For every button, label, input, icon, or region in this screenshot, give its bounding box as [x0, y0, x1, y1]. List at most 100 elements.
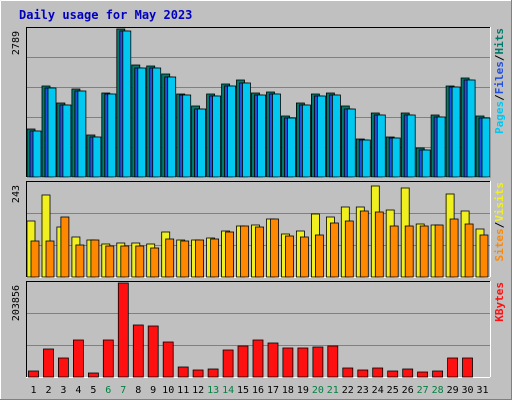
day-label: 18	[282, 385, 294, 396]
bar-kbytes-day-27	[417, 371, 429, 378]
bar-pages-day-15	[242, 82, 251, 178]
day-label: 17	[267, 385, 279, 396]
day-label: 1	[30, 385, 36, 396]
day-label: 19	[297, 385, 309, 396]
bar-kbytes-day-14	[222, 349, 234, 378]
bar-sites-day-22	[344, 220, 354, 278]
bar-sites-day-28	[434, 224, 444, 278]
bar-sites-day-3	[60, 216, 70, 278]
bar-sites-day-29	[449, 218, 459, 278]
bar-sites-day-18	[285, 235, 294, 278]
day-label: 27	[417, 385, 429, 396]
panel-max-label: 2789	[11, 31, 22, 55]
legend-entry: Sites	[493, 228, 506, 261]
bar-sites-day-20	[314, 234, 324, 278]
legend-entry: Visits	[493, 182, 506, 222]
day-label: 30	[461, 385, 473, 396]
day-label: 29	[447, 385, 459, 396]
bar-sites-day-5	[90, 239, 100, 278]
bar-pages-day-19	[301, 104, 311, 178]
bar-sites-day-15	[240, 225, 249, 278]
bar-kbytes-day-4	[73, 339, 84, 378]
bar-sites-day-26	[404, 225, 414, 278]
bar-sites-day-13	[210, 238, 220, 278]
bar-pages-day-22	[346, 108, 356, 178]
day-label: 5	[90, 385, 96, 396]
day-label: 26	[402, 385, 414, 396]
bar-pages-day-27	[421, 149, 431, 178]
day-label: 15	[237, 385, 249, 396]
bar-kbytes-day-11	[177, 366, 189, 378]
bar-pages-day-23	[361, 139, 371, 178]
bar-pages-day-17	[272, 93, 281, 178]
panel-bottom: 203856 KBytes	[11, 281, 506, 378]
bar-kbytes-day-13	[207, 368, 219, 378]
bar-kbytes-day-8	[132, 324, 144, 378]
bar-kbytes-day-28	[432, 370, 444, 378]
legend-entry: /	[493, 54, 506, 61]
bar-kbytes-day-7	[117, 282, 129, 378]
bar-sites-day-7	[120, 245, 130, 278]
bar-kbytes-day-18	[282, 347, 294, 378]
day-label: 23	[357, 385, 369, 396]
bar-pages-day-4	[77, 90, 87, 178]
bar-sites-day-21	[329, 222, 339, 278]
day-label: 2	[45, 385, 51, 396]
day-label: 28	[432, 385, 444, 396]
legend-entry: KBytes	[493, 282, 506, 322]
bar-kbytes-day-15	[237, 345, 249, 378]
panel-max-label: 243	[11, 185, 22, 203]
bar-pages-day-7	[122, 30, 132, 178]
bar-pages-day-13	[212, 95, 222, 178]
day-label: 12	[192, 385, 204, 396]
day-axis: 1 2 3 4 5 6 7 8 9 10 11 12 13 14 15 16 17 18 19 20 21 22 23 24 2…	[30, 385, 488, 396]
bar-sites-day-8	[135, 245, 145, 278]
bar-pages-day-21	[331, 94, 341, 178]
legend-entry: Files	[493, 61, 506, 94]
bar-kbytes-day-16	[252, 339, 264, 378]
bar-sites-day-10	[165, 238, 175, 278]
bar-sites-day-31	[479, 234, 489, 278]
bar-sites-day-4	[75, 244, 85, 278]
bar-pages-day-26	[406, 114, 416, 178]
chart-panels: 2789Pages/Files/Hits243Sites/Visits20385…	[11, 27, 506, 378]
day-label: 10	[162, 385, 174, 396]
day-label: 16	[252, 385, 264, 396]
bar-pages-day-25	[391, 137, 401, 178]
bar-pages-day-16	[257, 94, 266, 178]
bar-kbytes-day-17	[267, 342, 279, 378]
bar-kbytes-day-24	[372, 367, 384, 378]
bar-pages-day-3	[62, 104, 72, 178]
bar-sites-day-25	[389, 225, 399, 278]
day-label: 20	[312, 385, 324, 396]
bar-kbytes-day-10	[162, 341, 174, 378]
bar-pages-day-9	[152, 67, 162, 178]
legend-entry: /	[493, 221, 506, 228]
bar-kbytes-day-30	[462, 357, 473, 378]
bar-kbytes-day-26	[402, 368, 414, 378]
bar-pages-day-2	[47, 87, 57, 178]
panel-max-label: 203856	[11, 285, 22, 321]
day-label: 8	[135, 385, 141, 396]
day-label: 6	[105, 385, 111, 396]
panel-middle: 243 Sites/Visits	[11, 181, 506, 278]
bar-sites-day-19	[299, 236, 309, 278]
bar-pages-day-11	[182, 94, 192, 178]
bar-pages-day-29	[451, 86, 461, 178]
bar-kbytes-day-1	[28, 370, 39, 378]
day-label: 11	[177, 385, 189, 396]
chart-title: Daily usage for May 2023	[19, 8, 192, 22]
bar-pages-day-24	[376, 114, 386, 178]
bar-pages-day-12	[197, 108, 207, 178]
day-label: 22	[342, 385, 354, 396]
day-label: 21	[327, 385, 339, 396]
legend-entry: /	[493, 94, 506, 101]
day-label: 4	[75, 385, 81, 396]
bar-kbytes-day-25	[387, 370, 399, 378]
bar-sites-day-16	[255, 226, 264, 278]
bar-sites-day-30	[464, 223, 474, 278]
bar-kbytes-day-2	[43, 348, 54, 378]
day-label: 9	[150, 385, 156, 396]
